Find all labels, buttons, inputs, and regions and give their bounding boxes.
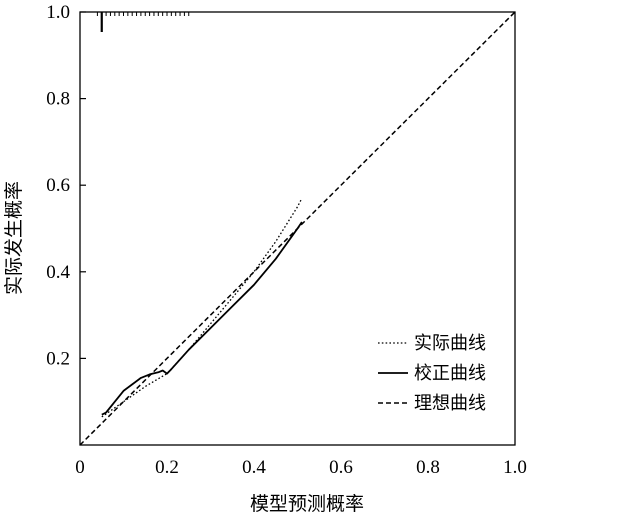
- y-tick-label: 0.6: [46, 175, 70, 196]
- x-tick-label: 0.4: [242, 457, 266, 478]
- y-axis: 0.2 0.4 0.6 0.8 1.0: [46, 2, 86, 369]
- legend-label: 校正曲线: [414, 363, 486, 384]
- x-tick-label: 0.2: [155, 457, 179, 478]
- series-line-solid: [101, 221, 303, 416]
- x-axis-title: 模型预测概率: [250, 493, 364, 515]
- plot-frame: [79, 11, 516, 446]
- legend-label: 理想曲线: [414, 393, 486, 414]
- x-tick-label: 1.0: [503, 457, 527, 478]
- series-line-dashed: [79, 11, 516, 446]
- rug-marks: [96, 12, 190, 32]
- x-tick-label: 0.8: [416, 457, 440, 478]
- series-line-dotted: [101, 197, 303, 418]
- legend-label: 实际曲线: [414, 333, 486, 354]
- series-layer: [79, 11, 516, 446]
- y-tick-label: 0.4: [46, 262, 70, 283]
- x-tick-label: 0: [75, 457, 85, 478]
- y-tick-label: 1.0: [46, 2, 70, 23]
- y-tick-label: 0.2: [46, 348, 70, 369]
- y-tick-label: 0.8: [46, 89, 70, 110]
- x-tick-label: 0.6: [329, 457, 353, 478]
- y-axis-title: 实际发生概率: [3, 181, 25, 295]
- x-axis: 0 0.2 0.4 0.6 0.8 1.0: [75, 457, 527, 478]
